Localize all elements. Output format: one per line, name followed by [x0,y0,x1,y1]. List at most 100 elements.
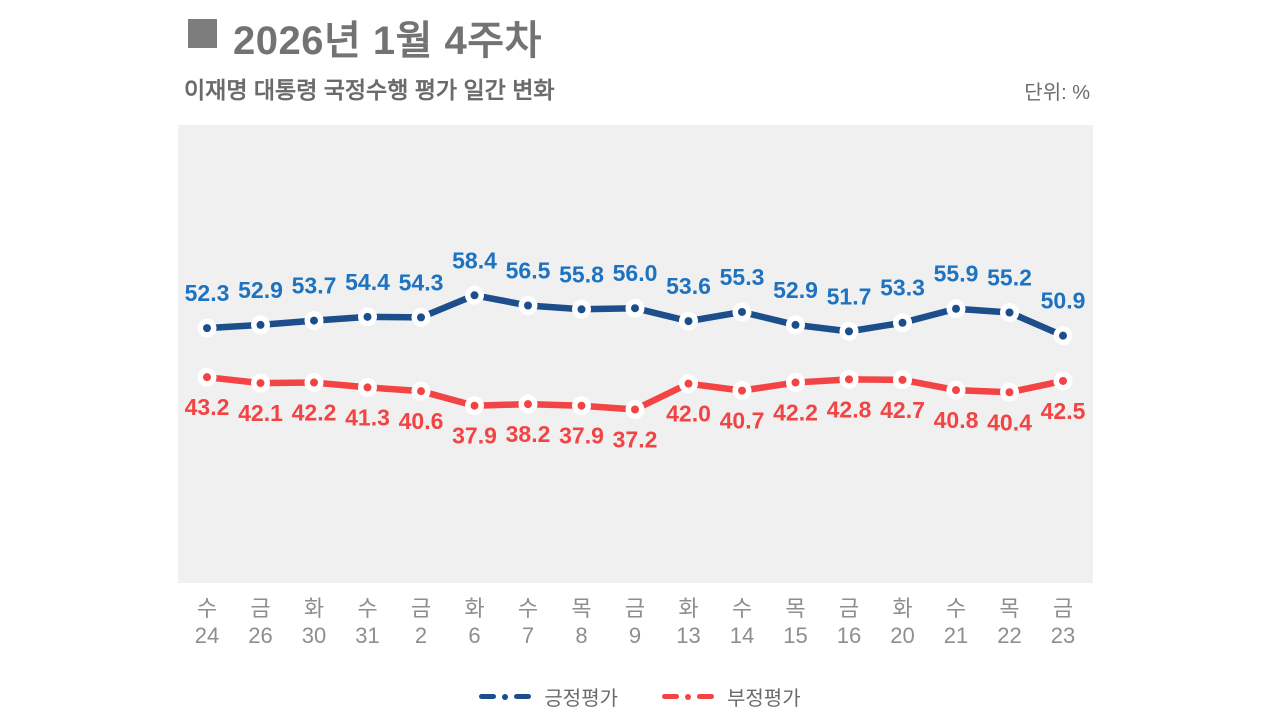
data-point-dot [203,373,211,382]
data-point-dot [898,318,907,327]
data-point-dot [417,313,425,322]
data-point-value-label: 58.4 [452,247,497,273]
data-point-value-label: 42.2 [773,400,818,426]
data-point-value-label: 40.6 [399,408,444,434]
data-point-value-label: 42.5 [1041,398,1086,424]
data-point-dot [898,375,907,384]
data-point-value-label: 53.3 [880,275,925,301]
data-point-value-label: 42.7 [880,397,925,423]
x-axis-label: 수 21 [943,596,969,648]
data-point-value-label: 42.2 [292,400,337,426]
x-axis-label: 금 26 [248,596,273,648]
unit-label: 단위: % [1024,82,1090,104]
positive-line-marker-icon [479,693,532,700]
x-axis-label: 수 24 [194,596,220,648]
data-point-value-label: 37.2 [613,426,658,452]
data-point-dot [952,386,960,395]
data-point-dot [470,291,479,300]
data-point-dot [363,383,372,392]
data-point-dot [1059,331,1067,340]
data-point-dot [791,378,800,387]
data-point-value-label: 43.2 [185,394,230,420]
data-point-value-label: 55.3 [720,264,765,290]
data-point-dot [791,320,800,329]
data-point-dot [310,316,318,325]
negative-line-marker-icon [662,693,714,700]
data-point-dot [738,307,746,316]
data-point-value-label: 51.7 [827,283,872,309]
data-point-dot [577,305,586,314]
data-point-dot [1005,388,1014,397]
data-point-dot [524,400,532,409]
legend-label-positive: 긍정평가 [544,688,618,710]
x-axis-label: 화 20 [890,596,915,648]
data-point-value-label: 42.1 [238,400,283,426]
x-axis-label: 수 14 [729,596,755,648]
data-point-value-label: 42.0 [666,401,711,427]
data-point-value-label: 53.7 [292,273,337,299]
data-point-value-label: 54.3 [399,269,444,295]
page-title: 2026년 1월 4주차 [233,19,542,63]
data-point-value-label: 56.0 [613,260,658,286]
title-bullet-square [188,19,217,48]
approval-line-chart: 52.3 52.9 53.7 54.4 54.3 58.4 56.5 55.8 56.0 53.6… [178,125,1093,658]
data-point-value-label: 50.9 [1041,288,1086,314]
data-point-dot [310,378,318,387]
data-point-value-label: 41.3 [345,404,390,430]
data-point-dot [256,379,265,388]
data-point-dot [1005,308,1014,317]
data-point-value-label: 40.8 [934,407,979,433]
x-axis-label: 화 13 [676,596,701,648]
x-axis-label: 금 16 [836,596,862,648]
x-axis-label: 화 30 [301,596,327,648]
x-axis-label: 목 15 [783,596,808,648]
data-point-dot [684,317,693,326]
data-point-dot [845,375,853,384]
x-axis-label: 수 31 [355,596,380,648]
legend-item-positive: 긍정평가 [479,682,618,711]
chart-svg: 52.3 52.9 53.7 54.4 54.3 58.4 56.5 55.8 56.0 53.6… [178,125,1093,583]
chart-legend: 긍정평가 부정평가 [0,682,1280,711]
data-point-dot [577,401,586,410]
data-point-dot [256,320,265,329]
chart-subtitle: 이재명 대통령 국정수행 평가 일간 변화 [184,77,555,103]
data-point-value-label: 52.9 [238,277,283,303]
data-point-value-label: 37.9 [452,423,497,449]
data-point-dot [845,327,853,336]
data-point-value-label: 42.8 [827,396,872,422]
data-point-value-label: 53.6 [666,273,711,299]
x-axis-label: 목 22 [997,596,1022,648]
data-point-dot [952,304,960,313]
data-point-value-label: 55.9 [934,261,979,287]
data-point-dot [684,379,693,388]
x-axis-label: 금 23 [1050,596,1076,648]
data-point-value-label: 40.7 [720,408,765,434]
data-point-dot [417,387,425,396]
data-point-value-label: 38.2 [506,421,551,447]
data-point-dot [631,304,639,313]
x-axis: 수 24 금 26 화 30 수 31 금 2 화 6 수 7 목 8 금 9 화 13 수 14 목 15 금 16 화 20 수 21… [178,583,1093,658]
data-point-dot [524,301,532,310]
data-point-value-label: 52.9 [773,277,818,303]
data-point-value-label: 37.9 [559,423,604,449]
legend-label-negative: 부정평가 [727,688,801,710]
data-point-value-label: 52.3 [185,280,230,306]
data-point-dot [631,405,639,414]
data-point-value-label: 54.4 [345,269,390,295]
data-point-value-label: 40.4 [987,409,1032,435]
legend-item-negative: 부정평가 [662,682,801,711]
data-point-value-label: 56.5 [506,258,551,284]
data-point-dot [470,401,479,410]
data-point-dot [203,324,211,333]
data-point-dot [738,386,746,395]
data-point-dot [363,312,372,321]
data-point-value-label: 55.2 [987,265,1032,291]
data-point-value-label: 55.8 [559,261,604,287]
data-point-dot [1059,376,1067,385]
